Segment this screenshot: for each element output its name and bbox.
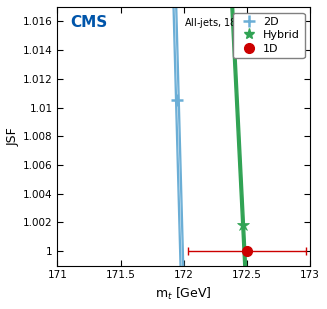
Text: CMS: CMS — [70, 15, 107, 30]
Y-axis label: JSF: JSF — [7, 127, 20, 146]
Text: All-jets, 18.2 fb$^{-1}$ (8 TeV): All-jets, 18.2 fb$^{-1}$ (8 TeV) — [184, 15, 308, 31]
X-axis label: m$_{t}$ [GeV]: m$_{t}$ [GeV] — [155, 286, 212, 302]
Legend: 2D, Hybrid, 1D: 2D, Hybrid, 1D — [233, 12, 304, 58]
